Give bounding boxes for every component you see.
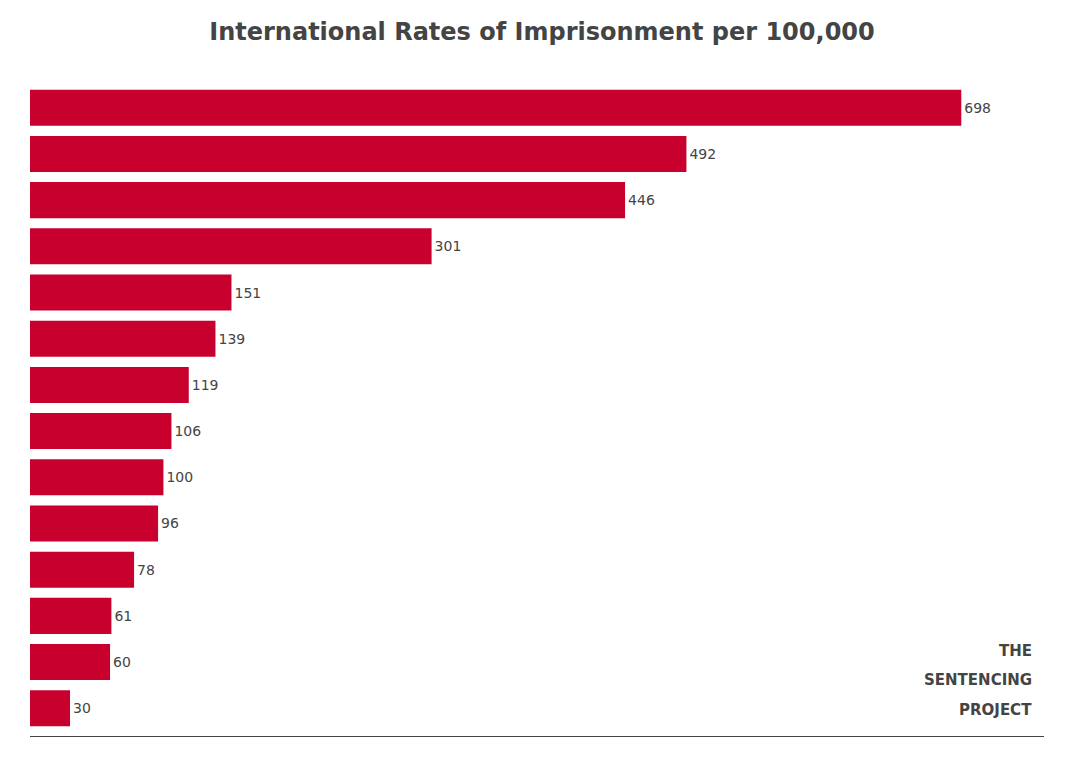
svg-text:THE: THE [999,642,1032,660]
svg-text:96: 96 [161,515,179,531]
svg-text:100: 100 [166,469,193,485]
svg-text:301: 301 [435,238,462,254]
svg-text:119: 119 [192,377,219,393]
svg-text:78: 78 [137,562,155,578]
svg-text:106: 106 [174,423,201,439]
svg-text:151: 151 [234,285,261,301]
svg-text:139: 139 [218,331,245,347]
svg-text:30: 30 [73,700,91,716]
svg-text:International Rates of Impriso: International Rates of Imprisonment per … [209,18,874,46]
svg-text:60: 60 [113,654,131,670]
svg-text:PROJECT: PROJECT [959,701,1032,719]
svg-text:492: 492 [689,146,716,162]
svg-text:61: 61 [114,608,132,624]
svg-text:446: 446 [628,192,655,208]
svg-text:SENTENCING: SENTENCING [924,671,1032,689]
svg-text:698: 698 [964,100,991,116]
